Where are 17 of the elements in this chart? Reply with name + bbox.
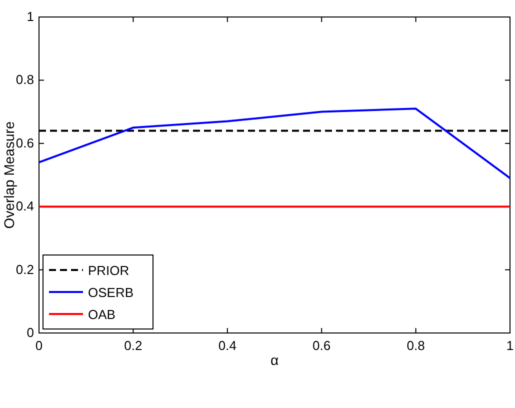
x-tick-label: 0.4 [218,338,236,353]
legend-label: PRIOR [88,263,130,278]
x-tick-label: 0.2 [124,338,142,353]
y-tick-label: 0.4 [16,198,34,214]
y-axis-title: Overlap Measure [1,121,17,229]
y-tick-label: 1 [26,9,34,24]
x-tick-label: 1 [506,338,514,353]
y-tick-label: 0 [26,325,34,340]
x-tick-label: 0.6 [312,338,331,353]
legend-label: OSERB [88,285,134,300]
line-series [38,108,511,180]
y-tick-label: 0.8 [16,72,34,88]
y-tick-label: 0.6 [16,135,34,150]
x-tick-label: 0.8 [406,338,425,353]
legend-label: OAB [88,307,116,322]
x-axis-title: α [270,352,279,368]
y-tick-label: 0.2 [16,262,34,277]
